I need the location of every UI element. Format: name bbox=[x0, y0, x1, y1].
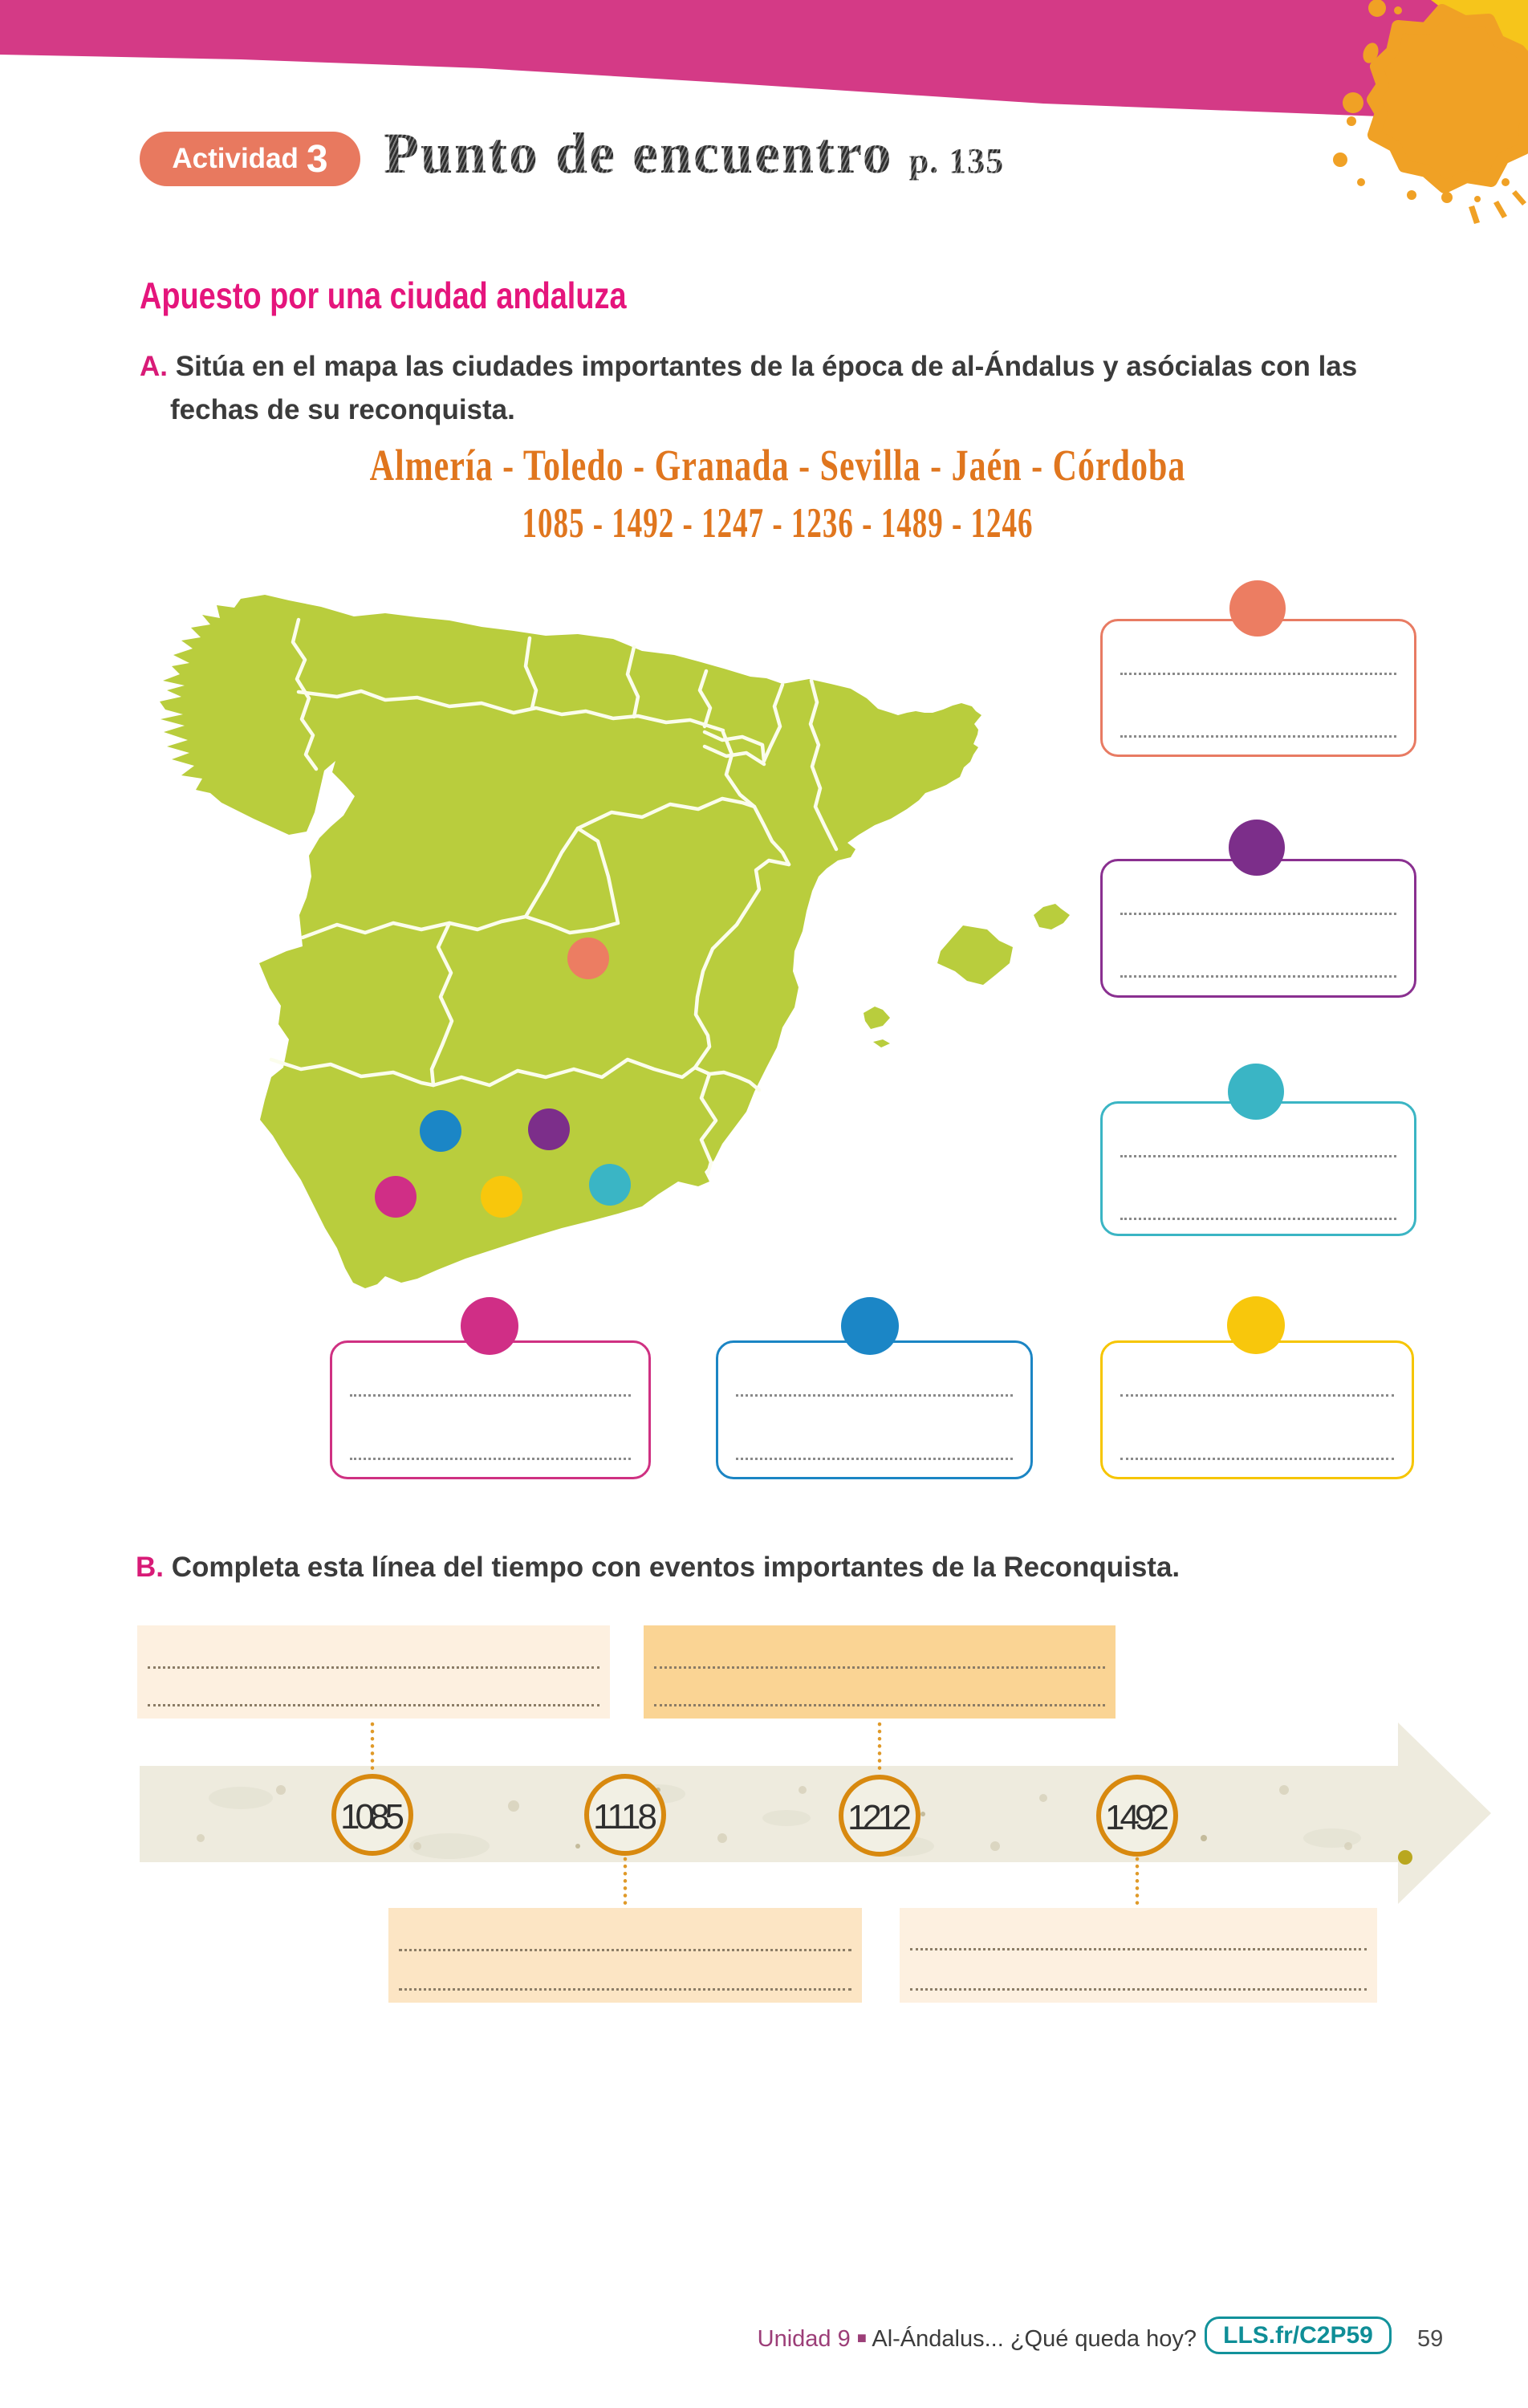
svg-text:1492: 1492 bbox=[1105, 1798, 1169, 1837]
svg-text:1118: 1118 bbox=[593, 1797, 657, 1837]
svg-text:1085: 1085 bbox=[340, 1797, 404, 1837]
svg-text:1212: 1212 bbox=[847, 1798, 912, 1837]
